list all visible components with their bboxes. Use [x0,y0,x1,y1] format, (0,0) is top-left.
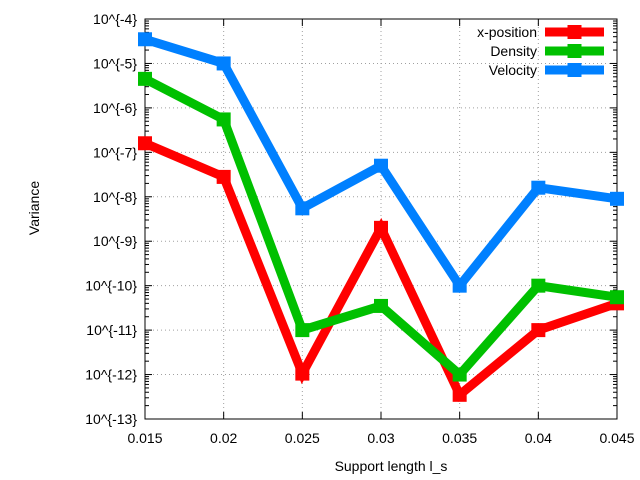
series-line [143,139,619,402]
legend-swatch-marker [567,63,582,77]
legend-label: x-position [477,24,537,40]
legend-swatch-marker [567,44,582,58]
y-tick-label: 10^{-6} [93,100,137,116]
data-point [138,136,152,151]
legend: x-position Density Velocity [477,24,604,78]
data-point [531,323,546,338]
x-tick-label: 0.03 [367,430,394,446]
x-tick-label: 0.02 [210,430,237,446]
data-point [374,220,388,235]
legend-label: Density [490,43,537,59]
x-tick-label: 0.04 [525,430,552,446]
series-x-position [138,136,624,402]
y-tick-label: 10^{-5} [93,55,137,71]
x-tick-label: 0.035 [442,430,477,446]
series-velocity [138,32,624,294]
data-point [374,298,388,313]
data-point [295,201,310,216]
y-tick-label: 10^{-8} [93,189,137,205]
data-point [374,158,388,173]
data-point [216,169,231,184]
data-point [216,112,231,127]
y-tick-label: 10^{-9} [93,233,137,249]
y-tick-label: 10^{-13} [85,411,137,427]
data-point [452,367,467,382]
axis-ticks: 0.015 0.02 0.025 0.03 0.035 0.04 0.045 10^{-4} 1… [85,11,634,446]
data-point [531,180,546,195]
data-point [452,387,467,402]
y-tick-label: 10^{-11} [86,322,137,338]
x-tick-label: 0.045 [599,430,634,446]
data-point [610,290,624,305]
y-axis-label: Variance [26,181,42,235]
series-layer [138,32,624,402]
x-tick-label: 0.025 [285,430,320,446]
legend-label: Velocity [489,62,537,78]
x-axis-label: Support length l_s [335,458,448,474]
y-tick-label: 10^{-12} [85,367,137,383]
y-tick-label: 10^{-4} [93,11,137,27]
data-point [138,32,152,47]
series-density [138,71,624,382]
data-point [295,366,310,381]
x-tick-label: 0.015 [127,430,162,446]
data-point [610,191,624,206]
data-point [531,278,546,293]
data-point [216,56,231,71]
data-point [452,278,467,293]
legend-swatch-marker [567,25,582,39]
y-tick-label: 10^{-7} [93,144,137,160]
y-tick-label: 10^{-10} [85,278,137,294]
data-point [295,323,310,338]
data-point [138,71,152,86]
